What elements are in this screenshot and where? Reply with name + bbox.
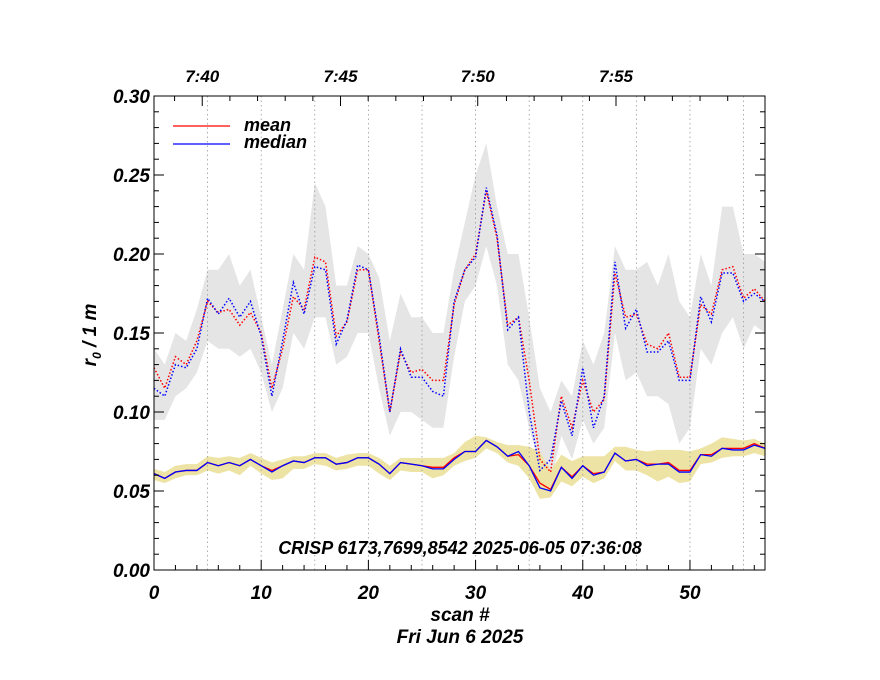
- y-tick-label: 0.15: [113, 324, 150, 345]
- axis-ticks: 0.00 0.05 0.10 0.15 0.20 0.25 0.30 0 10 20 30 40 50 7…: [113, 67, 765, 604]
- x-tick-label: 0: [149, 583, 160, 604]
- y-tick-label: 0.00: [113, 561, 150, 582]
- x-tick-label: 40: [571, 583, 594, 604]
- x-tick-label: 10: [251, 583, 273, 604]
- band-upper-spread: [154, 143, 765, 484]
- y-tick-label: 0.30: [113, 87, 150, 108]
- x-axis-title: scan #: [430, 605, 490, 626]
- series-line-median-upper-cluster: [153, 187, 766, 473]
- legend-label-median: median: [244, 132, 307, 152]
- top-time-label: 7:40: [185, 67, 220, 86]
- y-tick-label: 0.10: [113, 403, 150, 424]
- band-lower-spread: [154, 435, 765, 499]
- top-time-label: 7:45: [324, 67, 359, 86]
- x-tick-label: 30: [465, 583, 487, 604]
- y-tick-label: 0.25: [113, 166, 150, 187]
- top-time-label: 7:55: [599, 67, 634, 86]
- series-line-mean-upper-cluster: [153, 190, 766, 474]
- x-tick-label: 50: [679, 583, 701, 604]
- x-tick-label: 20: [357, 583, 380, 604]
- spread-bands: [154, 143, 765, 499]
- chart-annotation: CRISP 6173,7699,8542 2025-06-05 07:36:08: [278, 538, 642, 558]
- y-axis-title: r0 / 1 m: [80, 304, 104, 367]
- top-time-label: 7:50: [461, 67, 496, 86]
- y-axis-title-subscript: 0: [90, 352, 104, 359]
- y-tick-label: 0.05: [113, 482, 150, 503]
- legend: mean median: [173, 115, 307, 152]
- data-series: [153, 187, 766, 492]
- y-axis-title-r: r: [80, 357, 101, 366]
- series-line-median-lower-cluster: [153, 439, 766, 492]
- legend-label-mean: mean: [244, 115, 291, 135]
- y-axis-title-unit: / 1 m: [80, 304, 101, 353]
- x-axis-date: Fri Jun 6 2025: [397, 627, 524, 648]
- y-tick-label: 0.20: [113, 245, 150, 266]
